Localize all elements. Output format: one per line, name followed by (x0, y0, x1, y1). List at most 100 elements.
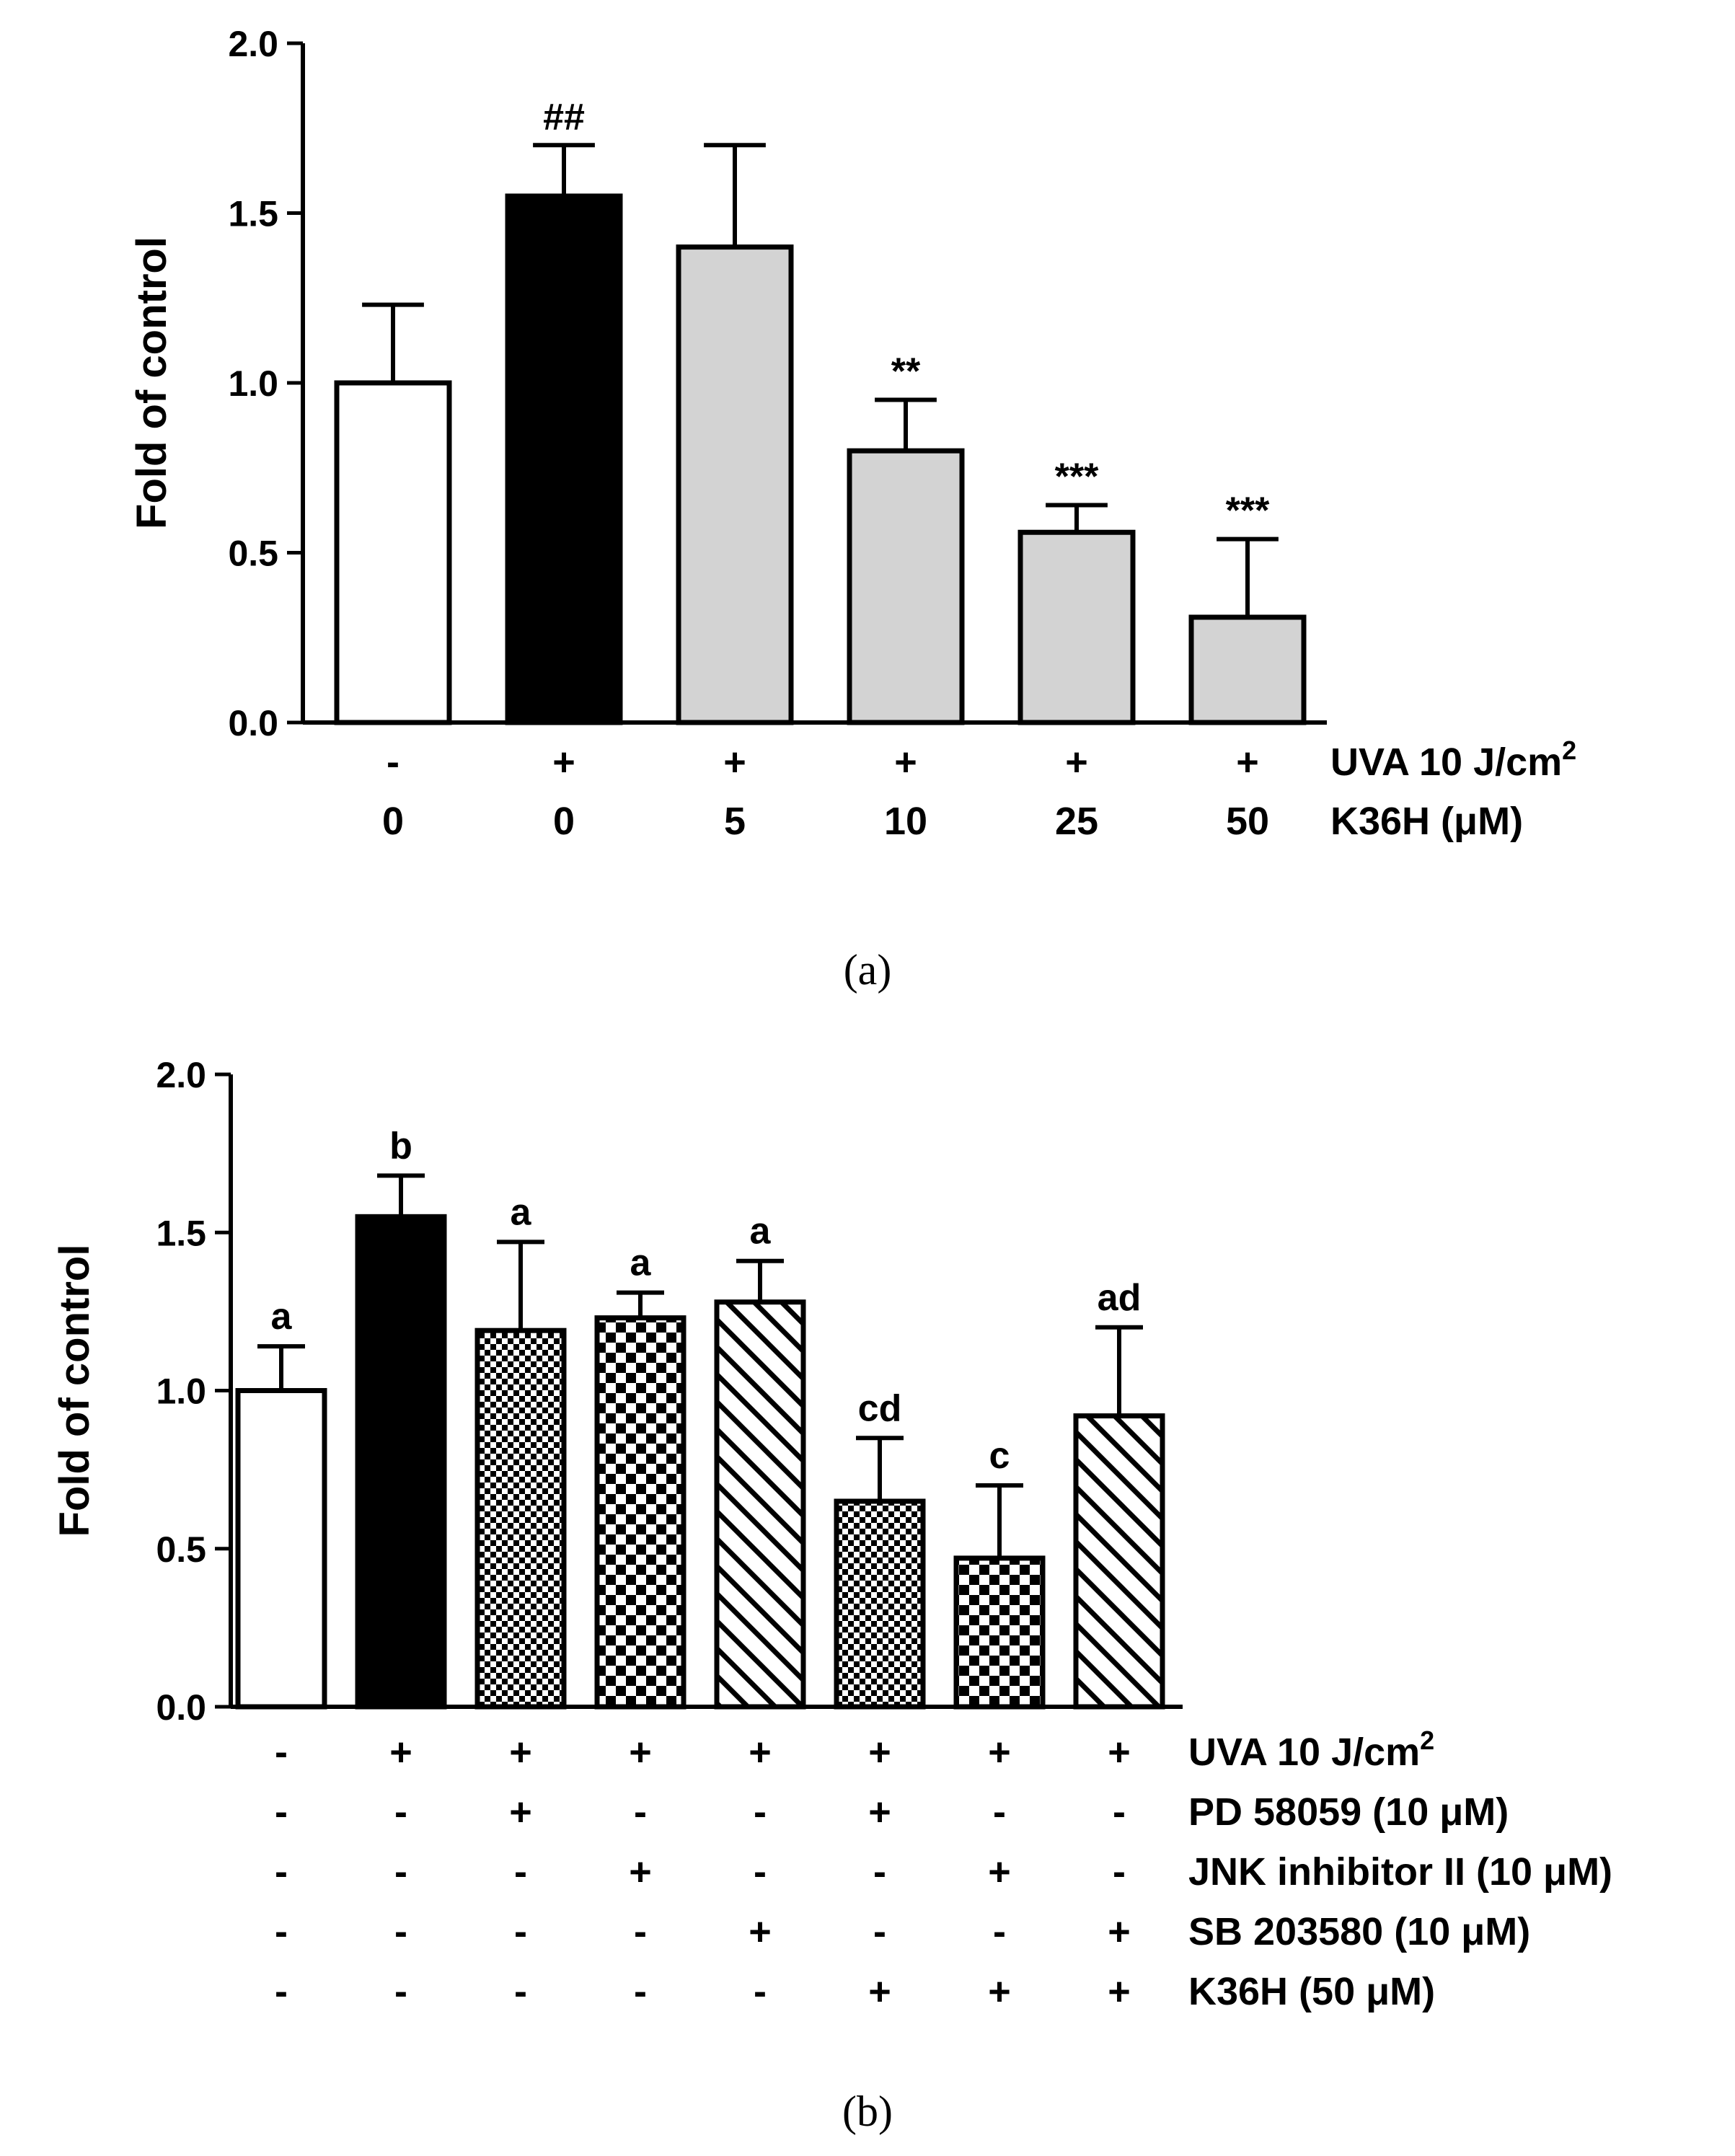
condition-label-text: PD 58059 (10 μM) (1188, 1790, 1509, 1834)
bar (474, 1327, 567, 1710)
y-tick-label: 1.5 (228, 194, 278, 234)
panel-label: (a) (844, 946, 892, 994)
condition-value: + (988, 1731, 1011, 1774)
y-tick-label: 2.0 (156, 1055, 206, 1095)
y-axis-title: Fold of control (128, 237, 175, 529)
condition-value: - (754, 1790, 767, 1834)
significance-label: a (750, 1211, 772, 1252)
bar (505, 193, 623, 725)
bar (334, 380, 452, 725)
condition-value: - (275, 1850, 288, 1894)
condition-value: + (868, 1790, 891, 1834)
significance-label: ad (1098, 1277, 1142, 1319)
y-tick-label: 1.0 (156, 1371, 206, 1412)
condition-value: - (754, 1850, 767, 1894)
bar (834, 1498, 926, 1710)
condition-value: + (509, 1731, 532, 1774)
condition-value: - (993, 1790, 1006, 1834)
condition-label: K36H (μM) (1330, 800, 1523, 843)
condition-label: SB 203580 (10 μM) (1188, 1910, 1530, 1953)
condition-value: + (509, 1790, 532, 1834)
condition-value: 50 (1226, 800, 1269, 843)
condition-value: + (749, 1731, 772, 1774)
condition-label: PD 58059 (10 μM) (1188, 1790, 1509, 1834)
significance-label: b (389, 1125, 412, 1167)
condition-value: + (988, 1850, 1011, 1894)
condition-value: + (552, 741, 575, 784)
condition-value: 10 (884, 800, 927, 843)
significance-label: c (989, 1435, 1010, 1477)
condition-value: + (1236, 741, 1259, 784)
bar (714, 1299, 806, 1710)
condition-value: - (993, 1910, 1006, 1953)
bar (235, 1388, 327, 1710)
significance-label: a (511, 1191, 532, 1233)
significance-label: *** (1226, 490, 1270, 532)
condition-value: + (749, 1910, 772, 1953)
panel-label: (b) (842, 2087, 893, 2135)
condition-value: + (1065, 741, 1088, 784)
condition-value: - (1113, 1850, 1126, 1894)
condition-value: - (634, 1910, 647, 1953)
condition-value: + (988, 1970, 1011, 2013)
condition-value: + (629, 1850, 652, 1894)
y-tick-label: 0.0 (228, 703, 278, 743)
condition-value: + (868, 1970, 891, 2013)
y-tick-label: 0.0 (156, 1687, 206, 1728)
condition-label: K36H (50 μM) (1188, 1970, 1435, 2013)
condition-value: - (394, 1970, 407, 2013)
condition-value: - (1113, 1790, 1126, 1834)
condition-value: - (634, 1970, 647, 2013)
condition-value: - (754, 1970, 767, 2013)
condition-value: - (514, 1850, 527, 1894)
condition-value: + (894, 741, 917, 784)
condition-label-text: UVA 10 J/cm (1188, 1731, 1420, 1774)
condition-label-text: K36H (50 μM) (1188, 1970, 1435, 2013)
condition-value: + (1108, 1910, 1131, 1953)
condition-value: + (1108, 1970, 1131, 2013)
condition-value: + (1108, 1731, 1131, 1774)
y-tick-label: 1.0 (228, 363, 278, 404)
chart-b: 0.0 0.5 1.0 1.5 2.0 Fold of control a b a a a cd c ad… (51, 1055, 1612, 2135)
condition-value: + (723, 741, 746, 784)
bar (1017, 529, 1136, 725)
condition-value: - (394, 1850, 407, 1894)
condition-label: UVA 10 J/cm2 (1188, 1726, 1434, 1774)
y-axis-title: Fold of control (51, 1245, 98, 1537)
bar (1073, 1413, 1165, 1710)
significance-label: a (271, 1296, 293, 1338)
condition-value: + (389, 1731, 412, 1774)
condition-value: + (868, 1731, 891, 1774)
bar (676, 244, 794, 725)
condition-label-text: SB 203580 (10 μM) (1188, 1910, 1530, 1953)
y-tick-label: 1.5 (156, 1213, 206, 1253)
condition-value: - (514, 1910, 527, 1953)
condition-value: - (873, 1910, 886, 1953)
bar (953, 1555, 1046, 1710)
bar (355, 1214, 447, 1710)
y-tick-label: 2.0 (228, 24, 278, 64)
condition-label-text: UVA 10 J/cm (1330, 741, 1562, 784)
condition-label-superscript: 2 (1420, 1726, 1434, 1755)
significance-label: ** (891, 351, 921, 393)
condition-label-superscript: 2 (1562, 735, 1576, 765)
condition-value: - (275, 1790, 288, 1834)
condition-value: 0 (553, 800, 575, 843)
condition-label: JNK inhibitor II (10 μM) (1188, 1850, 1612, 1894)
significance-label: *** (1055, 456, 1099, 498)
condition-value: - (394, 1790, 407, 1834)
condition-value: - (514, 1970, 527, 2013)
condition-value: - (873, 1850, 886, 1894)
y-tick-label: 0.5 (156, 1529, 206, 1570)
significance-label: a (630, 1242, 652, 1284)
bar (847, 448, 965, 725)
y-tick-label: 0.5 (228, 534, 278, 574)
significance-label: cd (858, 1387, 902, 1429)
condition-value: - (394, 1910, 407, 1953)
bar (594, 1315, 687, 1710)
condition-value: - (387, 741, 399, 784)
bar (1188, 614, 1307, 725)
condition-value: - (275, 1731, 288, 1774)
